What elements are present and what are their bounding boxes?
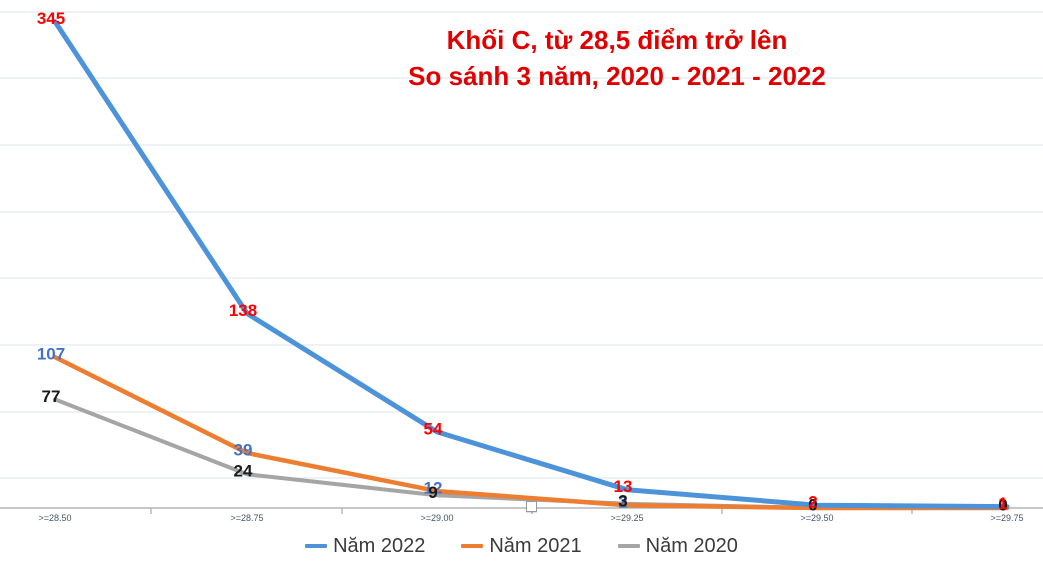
legend-line-swatch-icon [461,544,484,548]
data-label: 39 [234,441,253,460]
data-label: 24 [234,462,253,481]
data-label: 0 [998,496,1007,515]
x-axis-label: >=29.00 [420,513,454,523]
data-label: 345 [37,9,65,28]
series-line-Năm-2022 [52,19,1010,510]
legend-item-nam-2020[interactable]: Năm 2020 [617,534,738,558]
chart-title-line2: So sánh 3 năm, 2020 - 2021 - 2022 [408,61,826,91]
chart-title: Khối C, từ 28,5 điểm trở lên So sánh 3 n… [408,22,826,94]
x-axis-label: >=29.25 [610,513,644,523]
data-label: 13 [614,477,633,496]
data-label: 9 [428,483,437,502]
chart-title-line1: Khối C, từ 28,5 điểm trở lên [446,25,788,55]
data-label: 0 [808,496,817,515]
legend-line-swatch-icon [617,544,640,548]
data-label: 0 [998,496,1007,515]
legend-label: Năm 2022 [333,534,426,557]
legend-item-nam-2021[interactable]: Năm 2021 [461,534,582,558]
series-line-Năm-2021 [52,354,1010,511]
x-axis-label: >=28.50 [38,513,72,523]
legend-label: Năm 2021 [489,534,582,557]
data-label: 2 [808,493,817,512]
data-label: 0 [808,496,817,515]
axis-selection-handle[interactable] [526,501,537,512]
legend-label: Năm 2020 [645,534,738,557]
data-label: 107 [37,345,65,364]
data-label: 3 [618,491,627,510]
data-label: 12 [424,479,443,498]
legend-line-swatch-icon [305,544,328,548]
data-label: 138 [229,301,257,320]
legend-item-nam-2022[interactable]: Năm 2022 [305,535,425,558]
x-axis-label: >=29.50 [800,513,834,523]
x-axis-label: >=28.75 [230,513,264,523]
series-line-Năm-2020 [53,397,1009,510]
data-label: 2 [618,493,627,512]
data-label: 54 [424,419,443,438]
x-axis-label: >=29.75 [990,513,1024,523]
data-label: 1 [998,494,1007,513]
data-label: 77 [42,387,61,406]
chart-legend: Năm 2022 Năm 2021 Năm 2020 [0,531,1043,561]
